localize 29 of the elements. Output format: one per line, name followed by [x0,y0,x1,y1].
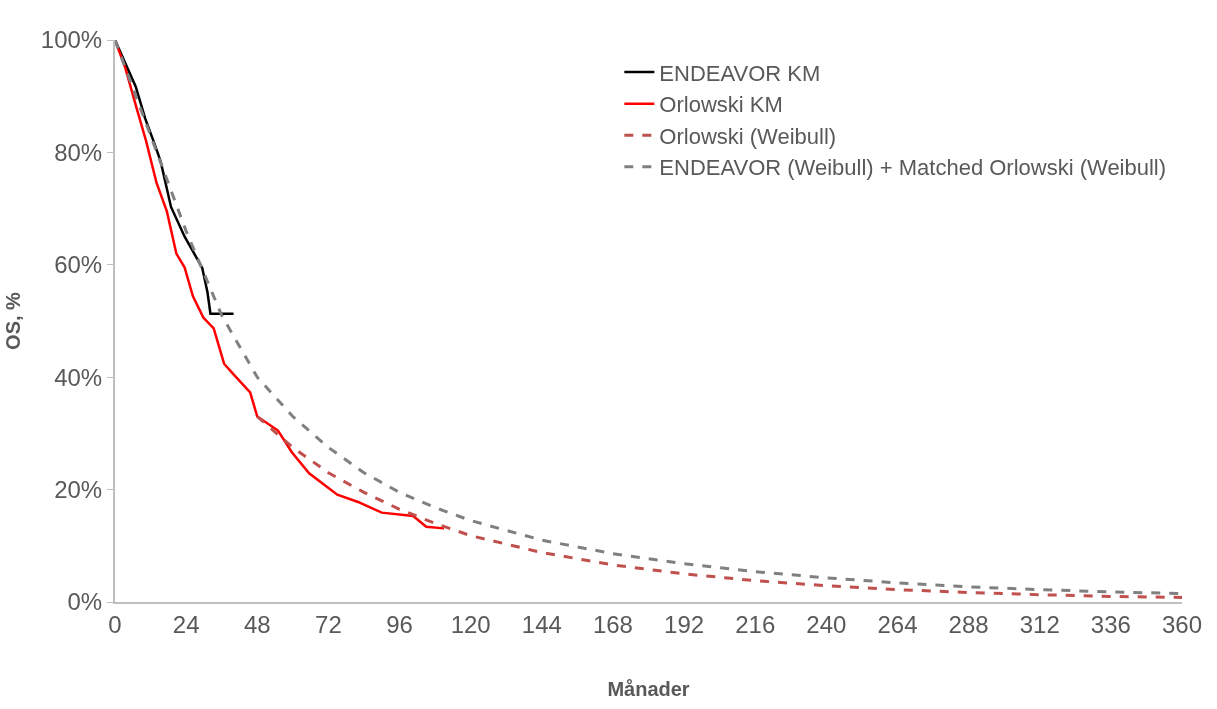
x-tick-label: 288 [948,610,989,638]
line-series [255,415,1182,599]
x-tick-label: 336 [1090,610,1131,638]
x-tick-label: 72 [315,610,342,638]
y-tick-label: 20% [54,476,103,503]
x-tick-label: 216 [735,610,776,638]
x-tick-label: 192 [664,610,705,638]
x-tick-label: 120 [450,610,491,638]
y-tick-label: 0% [67,588,103,616]
x-tick-label: 360 [1161,610,1203,638]
y-tick-label: 100% [40,26,103,54]
x-tick-label: 96 [386,610,413,638]
x-tick-label: 312 [1019,610,1060,638]
x-tick-label: 144 [521,610,562,638]
y-tick-label: 80% [54,138,103,166]
x-tick-label: 240 [806,610,847,638]
y-axis-title: OS, % [1,291,24,350]
y-tick-label: 60% [54,251,103,279]
x-tick-label: 168 [592,610,633,638]
legend-label: ENDEAVOR KM [659,60,821,86]
legend-label: ENDEAVOR (Weibull) + Matched Orlowski (Weibull) [659,155,1167,181]
x-tick-label: 24 [172,610,200,638]
x-tick-label: 0 [108,610,122,638]
legend-label: Orlowski KM [659,92,783,118]
x-tick-label: 264 [877,610,918,638]
legend-label: Orlowski (Weibull) [659,123,837,149]
y-tick-label: 40% [54,363,103,391]
x-axis-title: Månader [607,677,690,700]
x-tick-label: 48 [243,610,271,638]
